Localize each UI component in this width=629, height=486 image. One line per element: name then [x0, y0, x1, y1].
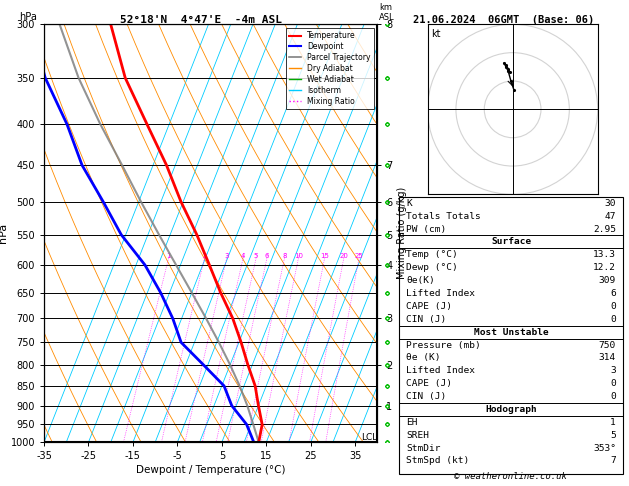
Text: 2: 2: [202, 253, 206, 259]
Text: PW (cm): PW (cm): [406, 225, 447, 234]
Text: km
ASL: km ASL: [379, 3, 394, 22]
Text: 12.2: 12.2: [593, 263, 616, 272]
Y-axis label: hPa: hPa: [0, 223, 8, 243]
Text: 2.95: 2.95: [593, 225, 616, 234]
Text: θe(K): θe(K): [406, 276, 435, 285]
Text: 0: 0: [610, 315, 616, 324]
Text: 21.06.2024  06GMT  (Base: 06): 21.06.2024 06GMT (Base: 06): [413, 15, 594, 25]
Text: Lifted Index: Lifted Index: [406, 366, 475, 375]
Text: 353°: 353°: [593, 444, 616, 452]
Text: 5: 5: [253, 253, 258, 259]
Text: 314: 314: [599, 353, 616, 363]
Text: Hodograph: Hodograph: [485, 405, 537, 414]
Text: Pressure (mb): Pressure (mb): [406, 341, 481, 349]
Text: 4: 4: [241, 253, 245, 259]
Text: hPa: hPa: [19, 12, 37, 22]
Text: 8: 8: [282, 253, 287, 259]
Text: 15: 15: [320, 253, 329, 259]
Text: 0: 0: [610, 302, 616, 311]
Text: CAPE (J): CAPE (J): [406, 379, 452, 388]
Text: Most Unstable: Most Unstable: [474, 328, 548, 337]
Text: 0: 0: [610, 379, 616, 388]
Text: 20: 20: [339, 253, 348, 259]
Text: 6: 6: [264, 253, 269, 259]
Text: 52°18'N  4°47'E  -4m ASL: 52°18'N 4°47'E -4m ASL: [120, 15, 282, 25]
X-axis label: Dewpoint / Temperature (°C): Dewpoint / Temperature (°C): [136, 466, 286, 475]
Text: kt: kt: [431, 29, 440, 39]
Text: SREH: SREH: [406, 431, 429, 440]
Text: 3: 3: [610, 366, 616, 375]
Text: StmDir: StmDir: [406, 444, 440, 452]
Text: Surface: Surface: [491, 238, 531, 246]
Text: 47: 47: [604, 212, 616, 221]
Text: 13.3: 13.3: [593, 250, 616, 260]
Text: Lifted Index: Lifted Index: [406, 289, 475, 298]
Text: 25: 25: [354, 253, 363, 259]
Text: 0: 0: [610, 392, 616, 401]
Text: CIN (J): CIN (J): [406, 315, 447, 324]
Text: 5: 5: [610, 431, 616, 440]
Text: 1: 1: [166, 253, 170, 259]
Text: Dewp (°C): Dewp (°C): [406, 263, 458, 272]
Text: LCL: LCL: [361, 433, 377, 442]
Text: 309: 309: [599, 276, 616, 285]
Text: © weatheronline.co.uk: © weatheronline.co.uk: [454, 472, 567, 481]
Text: 10: 10: [294, 253, 303, 259]
Text: 7: 7: [610, 456, 616, 466]
Text: CIN (J): CIN (J): [406, 392, 447, 401]
Text: StmSpd (kt): StmSpd (kt): [406, 456, 469, 466]
Text: EH: EH: [406, 418, 418, 427]
Text: 6: 6: [610, 289, 616, 298]
Text: 750: 750: [599, 341, 616, 349]
Text: Totals Totals: Totals Totals: [406, 212, 481, 221]
Y-axis label: Mixing Ratio (g/kg): Mixing Ratio (g/kg): [397, 187, 407, 279]
Text: 1: 1: [610, 418, 616, 427]
Text: CAPE (J): CAPE (J): [406, 302, 452, 311]
Text: θe (K): θe (K): [406, 353, 440, 363]
Text: 30: 30: [604, 199, 616, 208]
Text: 3: 3: [225, 253, 229, 259]
Text: Temp (°C): Temp (°C): [406, 250, 458, 260]
Text: K: K: [406, 199, 412, 208]
Legend: Temperature, Dewpoint, Parcel Trajectory, Dry Adiabat, Wet Adiabat, Isotherm, Mi: Temperature, Dewpoint, Parcel Trajectory…: [286, 28, 374, 109]
